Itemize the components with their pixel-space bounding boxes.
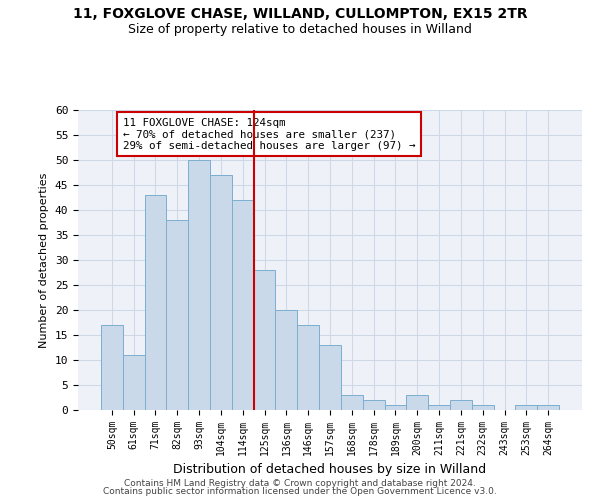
Bar xyxy=(319,345,341,410)
Bar xyxy=(188,160,210,410)
Bar xyxy=(297,325,319,410)
Bar xyxy=(428,405,450,410)
Bar xyxy=(123,355,145,410)
Text: 11 FOXGLOVE CHASE: 124sqm
← 70% of detached houses are smaller (237)
29% of semi: 11 FOXGLOVE CHASE: 124sqm ← 70% of detac… xyxy=(123,118,415,150)
Bar xyxy=(145,195,166,410)
Bar xyxy=(166,220,188,410)
Text: Contains HM Land Registry data © Crown copyright and database right 2024.: Contains HM Land Registry data © Crown c… xyxy=(124,478,476,488)
Y-axis label: Number of detached properties: Number of detached properties xyxy=(39,172,49,348)
Bar xyxy=(515,405,537,410)
Bar xyxy=(537,405,559,410)
Text: Size of property relative to detached houses in Willand: Size of property relative to detached ho… xyxy=(128,22,472,36)
Bar xyxy=(341,395,363,410)
Bar xyxy=(406,395,428,410)
Bar xyxy=(450,400,472,410)
Bar xyxy=(232,200,254,410)
Bar xyxy=(101,325,123,410)
X-axis label: Distribution of detached houses by size in Willand: Distribution of detached houses by size … xyxy=(173,464,487,476)
Bar xyxy=(210,175,232,410)
Text: Contains public sector information licensed under the Open Government Licence v3: Contains public sector information licen… xyxy=(103,488,497,496)
Bar xyxy=(363,400,385,410)
Bar xyxy=(472,405,494,410)
Bar xyxy=(275,310,297,410)
Text: 11, FOXGLOVE CHASE, WILLAND, CULLOMPTON, EX15 2TR: 11, FOXGLOVE CHASE, WILLAND, CULLOMPTON,… xyxy=(73,8,527,22)
Bar xyxy=(385,405,406,410)
Bar xyxy=(254,270,275,410)
